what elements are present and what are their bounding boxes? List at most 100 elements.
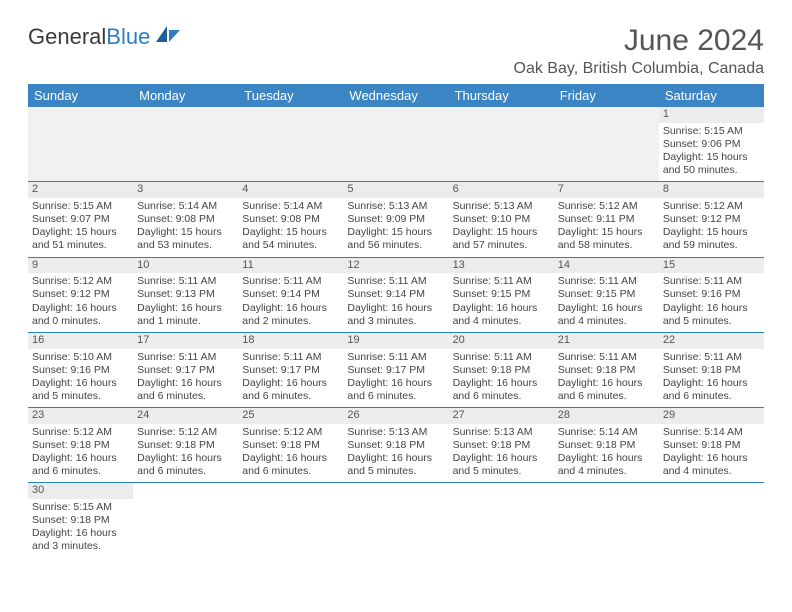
calendar-cell (659, 483, 764, 558)
day-number: 24 (133, 408, 238, 424)
calendar-cell: 8Sunrise: 5:12 AMSunset: 9:12 PMDaylight… (659, 182, 764, 257)
sunset-text: Sunset: 9:06 PM (663, 138, 760, 151)
calendar-cell: 10Sunrise: 5:11 AMSunset: 9:13 PMDayligh… (133, 257, 238, 332)
calendar-cell (449, 483, 554, 558)
weekday-header: Monday (133, 84, 238, 107)
day-number: 4 (238, 182, 343, 198)
sunset-text: Sunset: 9:17 PM (347, 364, 444, 377)
day-number: 1 (659, 107, 764, 123)
calendar-cell: 27Sunrise: 5:13 AMSunset: 9:18 PMDayligh… (449, 408, 554, 483)
day-number: 3 (133, 182, 238, 198)
day-number: 27 (449, 408, 554, 424)
sunrise-text: Sunrise: 5:15 AM (663, 125, 760, 138)
sunrise-text: Sunrise: 5:11 AM (558, 275, 655, 288)
sunrise-text: Sunrise: 5:12 AM (32, 426, 129, 439)
daylight-text: Daylight: 16 hours and 5 minutes. (32, 377, 129, 403)
day-number: 11 (238, 258, 343, 274)
daylight-text: Daylight: 15 hours and 57 minutes. (453, 226, 550, 252)
daylight-text: Daylight: 16 hours and 4 minutes. (663, 452, 760, 478)
calendar-cell: 14Sunrise: 5:11 AMSunset: 9:15 PMDayligh… (554, 257, 659, 332)
calendar-row: 1 Sunrise: 5:15 AMSunset: 9:06 PMDaylight… (28, 107, 764, 182)
day-number: 20 (449, 333, 554, 349)
sunrise-text: Sunrise: 5:15 AM (32, 501, 129, 514)
sunset-text: Sunset: 9:18 PM (137, 439, 234, 452)
sunrise-text: Sunrise: 5:11 AM (663, 275, 760, 288)
sunrise-text: Sunrise: 5:11 AM (242, 351, 339, 364)
daylight-text: Daylight: 16 hours and 6 minutes. (663, 377, 760, 403)
sunset-text: Sunset: 9:07 PM (32, 213, 129, 226)
sunrise-text: Sunrise: 5:14 AM (663, 426, 760, 439)
weekday-header: Tuesday (238, 84, 343, 107)
weekday-header: Sunday (28, 84, 133, 107)
sunrise-text: Sunrise: 5:12 AM (137, 426, 234, 439)
daylight-text: Daylight: 16 hours and 6 minutes. (137, 377, 234, 403)
calendar-cell: 30Sunrise: 5:15 AMSunset: 9:18 PMDayligh… (28, 483, 133, 558)
sunrise-text: Sunrise: 5:11 AM (347, 351, 444, 364)
calendar-row: 2Sunrise: 5:15 AMSunset: 9:07 PMDaylight… (28, 182, 764, 257)
sunrise-text: Sunrise: 5:13 AM (453, 200, 550, 213)
calendar-cell: 16 Sunrise: 5:10 AMSunset: 9:16 PMDayligh… (28, 332, 133, 407)
sunset-text: Sunset: 9:18 PM (32, 439, 129, 452)
day-number: 18 (238, 333, 343, 349)
sunset-text: Sunset: 9:18 PM (453, 364, 550, 377)
day-number: 21 (554, 333, 659, 349)
calendar-cell: 19 Sunrise: 5:11 AMSunset: 9:17 PMDayligh… (343, 332, 448, 407)
sunset-text: Sunset: 9:12 PM (663, 213, 760, 226)
sunset-text: Sunset: 9:16 PM (32, 364, 129, 377)
calendar-cell: 2Sunrise: 5:15 AMSunset: 9:07 PMDaylight… (28, 182, 133, 257)
daylight-text: Daylight: 16 hours and 5 minutes. (453, 452, 550, 478)
day-number: 9 (28, 258, 133, 274)
weekday-header: Wednesday (343, 84, 448, 107)
sunrise-text: Sunrise: 5:10 AM (32, 351, 129, 364)
sunrise-text: Sunrise: 5:12 AM (558, 200, 655, 213)
calendar-cell (449, 107, 554, 182)
sunset-text: Sunset: 9:18 PM (242, 439, 339, 452)
weekday-header: Thursday (449, 84, 554, 107)
sunset-text: Sunset: 9:17 PM (137, 364, 234, 377)
calendar-row: 30Sunrise: 5:15 AMSunset: 9:18 PMDayligh… (28, 483, 764, 558)
calendar-cell (343, 483, 448, 558)
daylight-text: Daylight: 15 hours and 50 minutes. (663, 151, 760, 177)
daylight-text: Daylight: 16 hours and 6 minutes. (347, 377, 444, 403)
calendar-body: 1Sunrise: 5:15 AMSunset: 9:06 PMDaylight… (28, 107, 764, 558)
day-number: 19 (343, 333, 448, 349)
sunrise-text: Sunrise: 5:14 AM (242, 200, 339, 213)
day-number: 29 (659, 408, 764, 424)
daylight-text: Daylight: 16 hours and 5 minutes. (347, 452, 444, 478)
sunrise-text: Sunrise: 5:11 AM (347, 275, 444, 288)
calendar-cell (554, 483, 659, 558)
calendar-cell (343, 107, 448, 182)
calendar-cell: 23Sunrise: 5:12 AMSunset: 9:18 PMDayligh… (28, 408, 133, 483)
calendar-row: 23Sunrise: 5:12 AMSunset: 9:18 PMDayligh… (28, 408, 764, 483)
daylight-text: Daylight: 15 hours and 56 minutes. (347, 226, 444, 252)
day-number: 5 (343, 182, 448, 198)
daylight-text: Daylight: 15 hours and 54 minutes. (242, 226, 339, 252)
day-number: 16 (28, 333, 133, 349)
daylight-text: Daylight: 16 hours and 0 minutes. (32, 302, 129, 328)
location: Oak Bay, British Columbia, Canada (514, 60, 764, 78)
sunrise-text: Sunrise: 5:11 AM (453, 275, 550, 288)
sunset-text: Sunset: 9:08 PM (137, 213, 234, 226)
calendar-cell (238, 107, 343, 182)
logo: GeneralBlue (28, 24, 182, 50)
daylight-text: Daylight: 15 hours and 53 minutes. (137, 226, 234, 252)
calendar-cell: 15Sunrise: 5:11 AMSunset: 9:16 PMDayligh… (659, 257, 764, 332)
weekday-header: Saturday (659, 84, 764, 107)
sunrise-text: Sunrise: 5:13 AM (347, 426, 444, 439)
day-number: 2 (28, 182, 133, 198)
calendar-cell: 1 Sunrise: 5:15 AMSunset: 9:06 PMDaylight… (659, 107, 764, 182)
daylight-text: Daylight: 16 hours and 6 minutes. (32, 452, 129, 478)
sunset-text: Sunset: 9:13 PM (137, 288, 234, 301)
day-number: 22 (659, 333, 764, 349)
sunset-text: Sunset: 9:18 PM (663, 364, 760, 377)
daylight-text: Daylight: 16 hours and 4 minutes. (558, 302, 655, 328)
calendar-cell: 28Sunrise: 5:14 AMSunset: 9:18 PMDayligh… (554, 408, 659, 483)
day-number: 14 (554, 258, 659, 274)
sunrise-text: Sunrise: 5:12 AM (32, 275, 129, 288)
sunrise-text: Sunrise: 5:11 AM (242, 275, 339, 288)
daylight-text: Daylight: 16 hours and 3 minutes. (32, 527, 129, 553)
day-number: 28 (554, 408, 659, 424)
daylight-text: Daylight: 15 hours and 51 minutes. (32, 226, 129, 252)
daylight-text: Daylight: 15 hours and 58 minutes. (558, 226, 655, 252)
daylight-text: Daylight: 16 hours and 1 minute. (137, 302, 234, 328)
